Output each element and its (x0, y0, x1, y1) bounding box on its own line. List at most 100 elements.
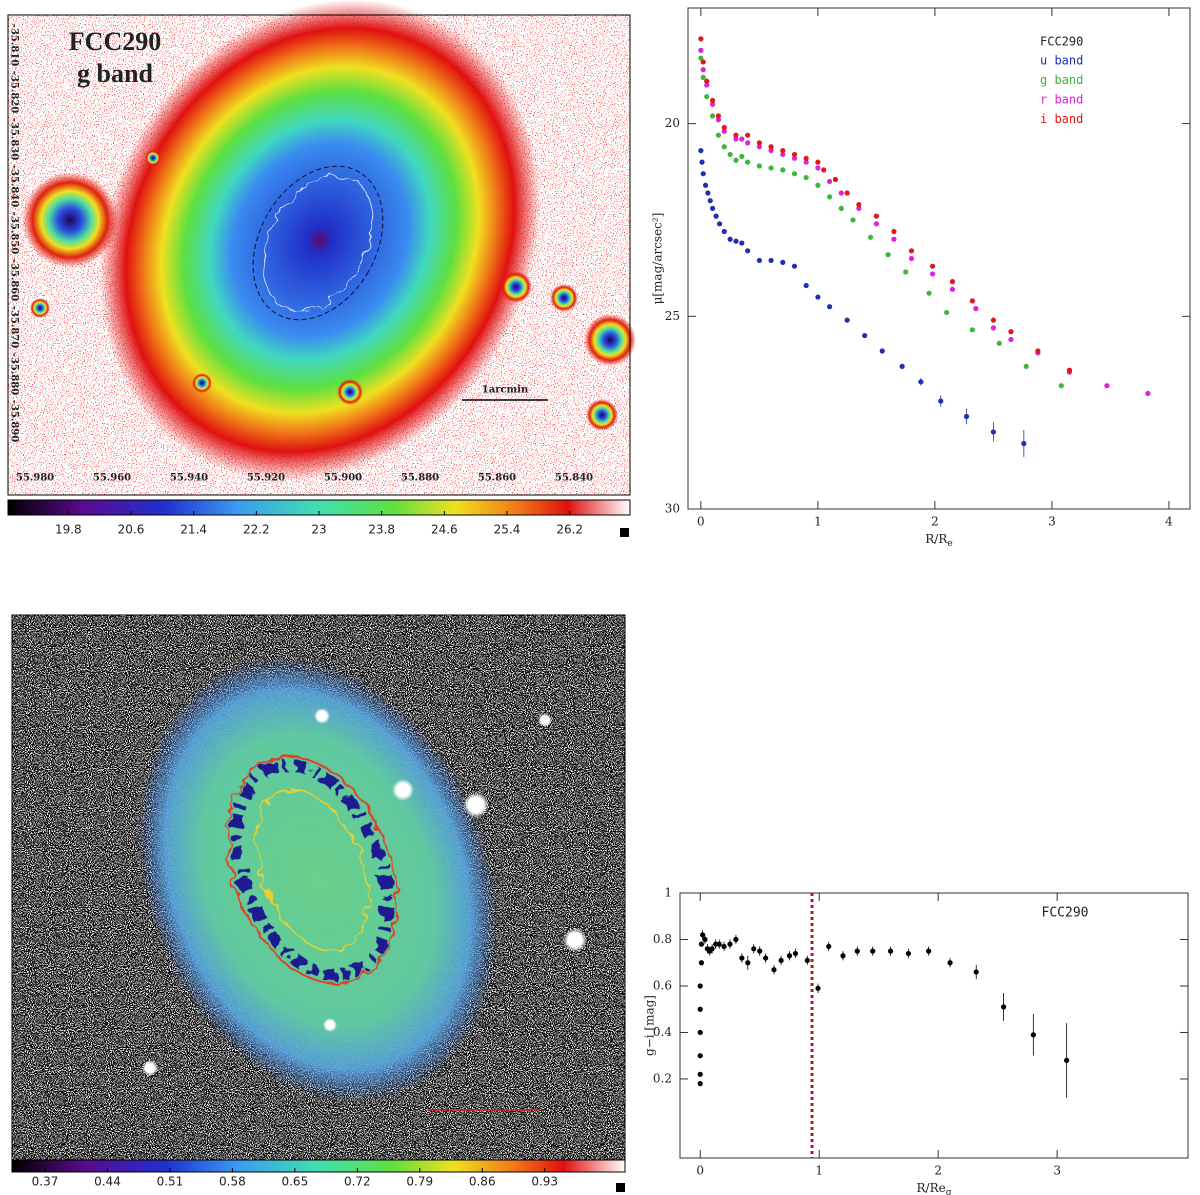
star (30, 298, 50, 318)
data-point (918, 379, 924, 385)
data-point (803, 282, 809, 289)
data-point (990, 317, 997, 323)
data-point (929, 271, 936, 277)
data-point (903, 269, 909, 275)
data-point (697, 1071, 703, 1077)
data-point (803, 174, 809, 181)
data-point (780, 147, 786, 154)
x-tick-label: 3 (1048, 515, 1056, 529)
star (314, 708, 330, 724)
data-point (840, 953, 846, 959)
data-point (949, 279, 956, 285)
data-point (700, 171, 706, 177)
data-point (815, 985, 821, 991)
x-axis-label-sub: e (947, 539, 952, 549)
data-point (792, 950, 799, 957)
y-tick-label: 0.8 (653, 932, 672, 946)
data-point (786, 953, 793, 959)
coordinate-label: 55.880 (401, 473, 439, 484)
data-point (697, 1029, 703, 1036)
data-point (1008, 329, 1014, 335)
star (584, 314, 636, 366)
data-point (826, 943, 832, 950)
x-axis-label-main: R/Re (917, 1181, 946, 1195)
coordinate-label: -35.870 (9, 306, 20, 348)
scale-label: 1arcmin (482, 385, 529, 396)
data-point (699, 159, 705, 165)
data-point (804, 957, 810, 964)
data-point (715, 132, 722, 138)
data-point (826, 178, 833, 185)
data-point (727, 236, 733, 242)
data-point (926, 948, 932, 954)
data-point (756, 163, 762, 169)
data-point (763, 955, 769, 961)
data-point (697, 1006, 703, 1012)
x-axis-label: R/Re (925, 532, 952, 549)
colorbar-tick-label: 0.58 (219, 1175, 246, 1189)
colorbar-tick-label: 25.4 (494, 523, 521, 537)
legend-title: FCC290 (1040, 35, 1083, 49)
data-point (733, 136, 739, 142)
data-point (1000, 1004, 1007, 1010)
data-point (791, 171, 798, 177)
data-point (867, 234, 874, 240)
data-point (733, 936, 739, 943)
data-point (1023, 363, 1029, 370)
data-point (791, 263, 798, 269)
annotation: FCC290 (1042, 906, 1089, 921)
data-point (844, 190, 850, 196)
x-tick-label: 0 (697, 515, 705, 529)
data-point (745, 960, 751, 966)
data-point (949, 286, 956, 292)
data-point (908, 248, 915, 254)
data-point (739, 153, 745, 159)
data-point (733, 132, 739, 138)
data-point (885, 252, 891, 258)
star (142, 1060, 158, 1076)
star (145, 150, 161, 166)
colorbar-tick-label: 0.37 (32, 1175, 59, 1189)
data-point (944, 309, 950, 316)
contour (252, 165, 384, 321)
data-point (700, 67, 706, 73)
data-point (815, 159, 821, 165)
colorbar-tick-label: 23 (311, 523, 326, 537)
star (538, 713, 552, 727)
data-point (1008, 336, 1014, 343)
coordinate-label: -35.840 (9, 165, 20, 207)
image-frame (7, 14, 631, 496)
data-point (768, 144, 774, 150)
coordinate-label: -35.850 (9, 212, 20, 254)
data-point (778, 957, 784, 964)
marker (620, 528, 629, 537)
data-point (705, 190, 711, 196)
marker (616, 1183, 625, 1192)
data-point (862, 332, 868, 339)
data-point (969, 327, 975, 333)
galaxy (138, 657, 498, 1103)
data-point (751, 946, 757, 952)
data-point (838, 190, 844, 196)
data-point (745, 140, 751, 146)
data-point (821, 167, 827, 173)
data-point (826, 304, 833, 310)
data-point (905, 950, 912, 957)
colorbar-tick-label: 20.6 (118, 523, 145, 537)
y-tick-label: 0.4 (653, 1025, 672, 1039)
data-point (1066, 367, 1073, 373)
data-point (973, 306, 979, 312)
data-point (707, 198, 713, 204)
data-point (879, 348, 885, 354)
data-point (963, 413, 970, 420)
data-point (771, 967, 777, 973)
data-point (721, 144, 727, 150)
data-point (973, 969, 979, 975)
legend-entry: i band (1040, 112, 1083, 126)
data-point (768, 147, 774, 154)
data-point (791, 155, 798, 161)
colorbar-tick-label: 21.4 (180, 523, 207, 537)
data-point (698, 147, 704, 154)
data-point (727, 151, 733, 158)
